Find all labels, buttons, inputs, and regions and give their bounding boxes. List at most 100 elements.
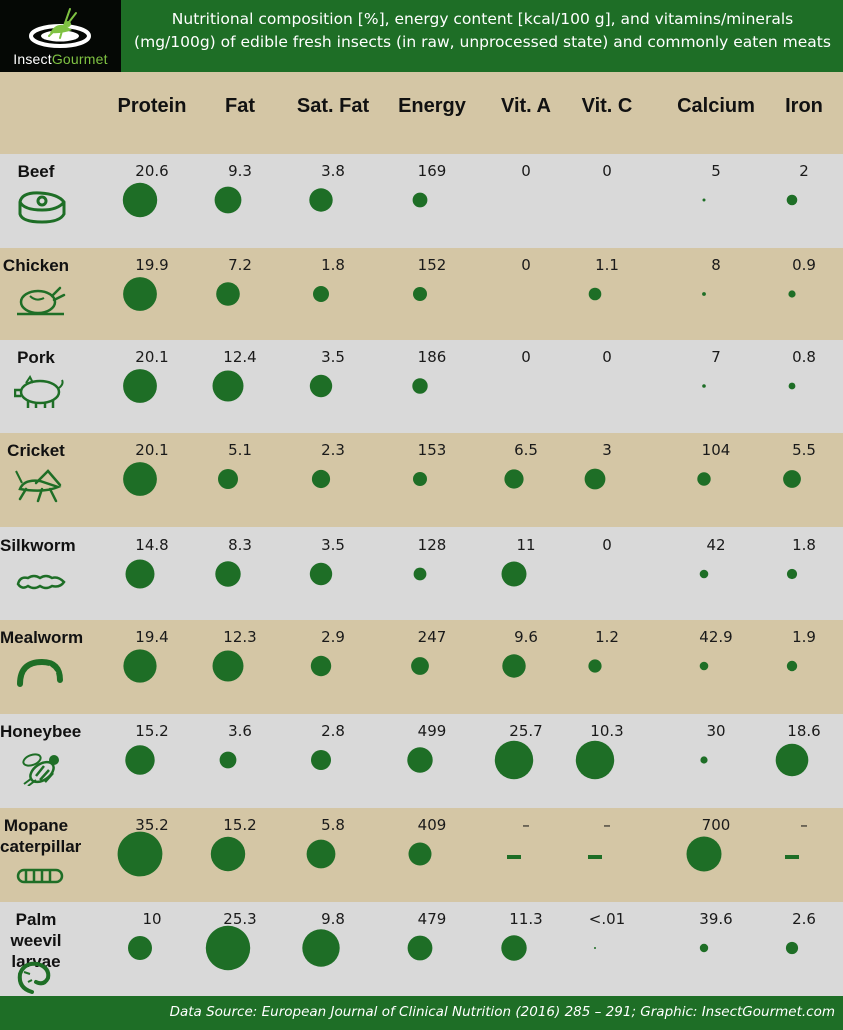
column-header: Vit. C <box>581 95 633 117</box>
cell-value: 7.2 <box>228 256 252 274</box>
cell-value: 153 <box>417 441 447 459</box>
table-row: Mealworm 19.4 12.3 2.9 247 9.6 1.2 42.9 1.9 <box>0 620 843 714</box>
cell-value: 700 <box>701 816 731 834</box>
cell-value: 5 <box>711 162 721 180</box>
table-row: Palm weevil larvae 10 25.3 9.8 479 11.3 <.01 39… <box>0 902 843 996</box>
table-row: Chicken 19.9 7.2 1.8 152 0 1.1 8 0.9 <box>0 248 843 342</box>
column-header-band <box>0 72 843 154</box>
cell-value: 12.4 <box>223 348 257 366</box>
cell-value: 0 <box>521 162 531 180</box>
cell-value: 42.9 <box>699 628 733 646</box>
honeybee-icon <box>22 753 59 786</box>
cell-value: 0 <box>602 536 612 554</box>
cell-value: 0 <box>521 348 531 366</box>
cell-value: 30 <box>706 722 726 740</box>
cell-value: 2.3 <box>321 441 345 459</box>
cricket-icon <box>15 469 62 503</box>
cell-value: 10 <box>142 910 162 928</box>
roast-chicken-icon <box>17 286 66 316</box>
row-label: Silkworm <box>0 536 76 555</box>
cell-value: 9.8 <box>321 910 345 928</box>
row-label: Chicken <box>2 256 70 275</box>
caterpillar-icon <box>16 868 64 884</box>
cell-value: 15.2 <box>223 816 257 834</box>
cell-value: 128 <box>417 536 447 554</box>
cell-value: 0 <box>602 162 612 180</box>
logo-brand-green: Gourmet <box>51 51 108 67</box>
cell-value: 25.7 <box>509 722 543 740</box>
cell-value: 7 <box>711 348 721 366</box>
column-header: Energy <box>398 95 466 117</box>
table-row: Cricket 20.1 5.1 2.3 153 6.5 3 104 5.5 <box>0 433 843 527</box>
table-row: Pork 20.1 12.4 3.5 186 0 0 7 0.8 <box>0 340 843 434</box>
column-header: Calcium <box>677 95 755 117</box>
cell-value: 11.3 <box>509 910 543 928</box>
cell-value: 20.1 <box>135 348 169 366</box>
cell-value: 2.8 <box>321 722 345 740</box>
cell-value: 499 <box>417 722 447 740</box>
mealworm-icon <box>17 658 63 687</box>
cell-value: 5.5 <box>792 441 816 459</box>
header-bar: InsectGourmet Nutritional composition [%… <box>0 0 843 72</box>
table-row: Honeybee 15.2 3.6 2.8 499 25.7 10.3 30 18.6 <box>0 714 843 808</box>
cell-value: 1.9 <box>792 628 816 646</box>
cell-value: 12.3 <box>223 628 257 646</box>
cell-value: 0 <box>602 348 612 366</box>
column-header: Protein <box>117 95 187 117</box>
row-label: Beef <box>17 162 55 181</box>
row-label: Mealworm <box>0 628 84 647</box>
cell-value: 35.2 <box>135 816 169 834</box>
logo-brand-white: Insect <box>13 51 52 67</box>
cell-value: 0.8 <box>792 348 816 366</box>
cell-value: 39.6 <box>699 910 733 928</box>
steak-icon <box>18 191 66 224</box>
cell-value: 10.3 <box>590 722 624 740</box>
cell-value: 2.9 <box>321 628 345 646</box>
cell-value: 8.3 <box>228 536 252 554</box>
row-label: Honeybee <box>0 722 82 741</box>
cell-value: 25.3 <box>223 910 257 928</box>
table-row: Mopane caterpillar 35.2 15.2 5.8 409 – – 700 – <box>0 808 843 902</box>
cell-value: 3.5 <box>321 536 345 554</box>
cell-value: 152 <box>417 256 447 274</box>
cell-value: 5.8 <box>321 816 345 834</box>
cell-value: – <box>800 816 808 834</box>
cell-value: 8 <box>711 256 721 274</box>
pig-icon <box>14 375 64 408</box>
cell-value: 2 <box>799 162 809 180</box>
cell-value: 0.9 <box>792 256 816 274</box>
cell-value: 2.6 <box>792 910 816 928</box>
cell-value: 18.6 <box>787 722 821 740</box>
cell-value: 169 <box>417 162 447 180</box>
cell-value: 15.2 <box>135 722 169 740</box>
cell-value: 9.3 <box>228 162 252 180</box>
cell-value: 11 <box>516 536 536 554</box>
cell-value: 42 <box>706 536 726 554</box>
silkworm-icon <box>16 574 66 590</box>
column-header: Fat <box>225 95 255 117</box>
cricket-on-plate-icon <box>29 8 91 48</box>
cell-value: 1.1 <box>595 256 619 274</box>
cell-value: 247 <box>417 628 447 646</box>
cell-value: <.01 <box>588 910 626 928</box>
cell-value: 479 <box>417 910 447 928</box>
column-header: Vit. A <box>500 95 551 117</box>
cell-value: 1.8 <box>792 536 816 554</box>
column-header: Sat. Fat <box>296 95 370 117</box>
cell-value: 19.4 <box>135 628 169 646</box>
cell-value: 3.6 <box>228 722 252 740</box>
cell-value: 14.8 <box>135 536 169 554</box>
cell-value: 3 <box>602 441 612 459</box>
cell-value: 1.8 <box>321 256 345 274</box>
logo: InsectGourmet <box>0 0 121 72</box>
larva-icon <box>17 961 51 994</box>
cell-value: 20.6 <box>135 162 169 180</box>
footer-bar: Data Source: European Journal of Clinica… <box>0 996 843 1030</box>
data-source: Data Source: European Journal of Clinica… <box>169 1004 835 1020</box>
cell-value: 0 <box>521 256 531 274</box>
cell-value: 104 <box>701 441 731 459</box>
table-row: Silkworm 14.8 8.3 3.5 128 11 0 42 1.8 <box>0 528 843 622</box>
cell-value: 6.5 <box>514 441 538 459</box>
table-row: Beef 20.6 9.3 3.8 169 0 0 5 2 <box>0 154 843 248</box>
